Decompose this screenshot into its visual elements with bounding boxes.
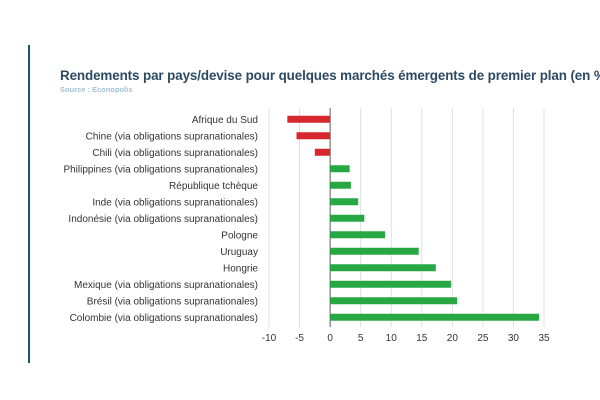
category-label: Hongrie (223, 263, 258, 274)
category-label: Brésil (via obligations supranationales) (87, 296, 258, 307)
x-tick-label: 15 (416, 333, 428, 344)
bar (330, 214, 365, 222)
accent-bar (28, 45, 30, 363)
x-tick-label: -5 (295, 333, 304, 344)
category-label: République tchèque (169, 181, 258, 192)
bar (296, 132, 331, 140)
x-tick-label: 20 (447, 333, 459, 344)
category-label: Mexique (via obligations supranationales… (74, 280, 258, 291)
bar (330, 165, 350, 173)
bar (330, 264, 436, 272)
x-axis-ticks: -10 -5 0 5 10 15 20 25 30 35 (262, 333, 550, 344)
x-tick-label: 25 (477, 333, 489, 344)
category-label: Pologne (221, 230, 258, 241)
x-tick-label: -10 (262, 333, 277, 344)
category-label: Chine (via obligations supranationales) (86, 131, 258, 142)
category-label: Philippines (via obligations supranation… (63, 164, 258, 175)
bar (330, 313, 540, 321)
bar (330, 280, 452, 288)
category-label: Uruguay (220, 247, 258, 258)
x-tick-label: 5 (358, 333, 364, 344)
bar (330, 198, 359, 206)
chart-title: Rendements par pays/devise pour quelques… (60, 68, 600, 83)
category-label: Inde (via obligations supranationales) (92, 197, 258, 208)
grid-layer (268, 108, 545, 327)
category-label: Chili (via obligations supranationales) (92, 148, 258, 159)
category-label: Colombie (via obligations supranationale… (70, 313, 258, 324)
bar (330, 297, 458, 305)
x-tick-label: 30 (508, 333, 520, 344)
category-label: Afrique du Sud (192, 115, 258, 126)
x-tick-label: 35 (538, 333, 550, 344)
bar (330, 231, 386, 239)
bar (314, 148, 331, 156)
chart-source: Source : Econopolis (60, 85, 133, 94)
bar (330, 247, 419, 255)
category-labels: Afrique du Sud Chine (via obligations sup… (63, 115, 258, 324)
x-tick-label: 10 (386, 333, 398, 344)
category-label: Indonésie (via obligations supranational… (68, 214, 258, 225)
bar (287, 115, 331, 123)
x-tick-label: 0 (327, 333, 333, 344)
bar (330, 181, 351, 189)
bar-layer (287, 115, 540, 321)
